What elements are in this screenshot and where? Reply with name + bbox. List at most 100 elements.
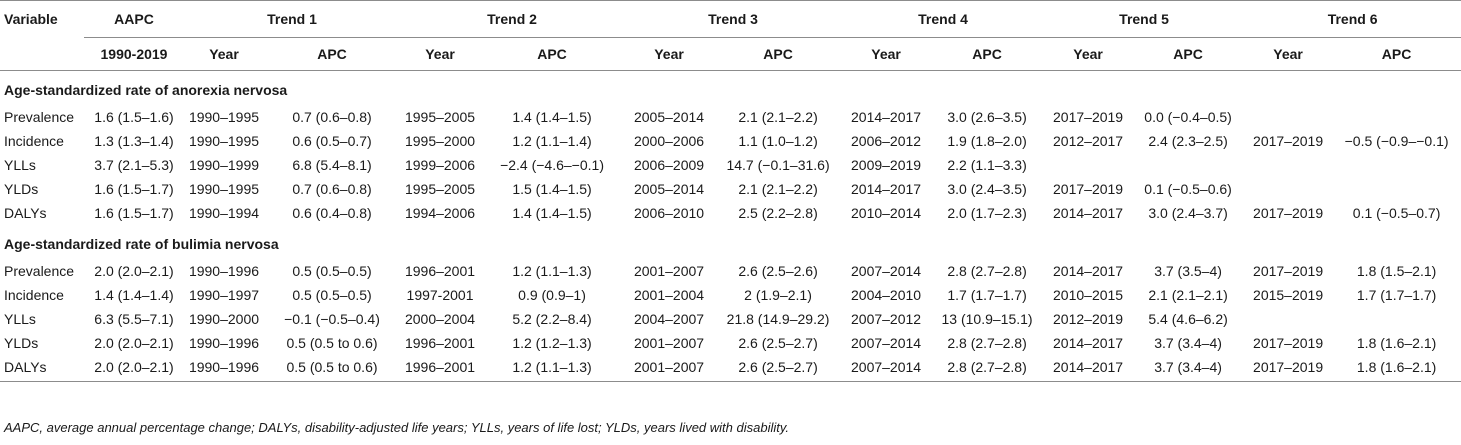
row-trend-year: 2010–2015	[1053, 287, 1124, 303]
row-trend-year: 2004–2007	[633, 311, 705, 327]
row-trend-apc: 21.8 (14.9–29.2)	[726, 311, 830, 327]
row-trend-apc: 0.1 (−0.5–0.6)	[1144, 181, 1232, 197]
row-trend-apc: 0.6 (0.4–0.8)	[292, 205, 372, 221]
table-row: YLDs 2.0 (2.0–2.1) 1990–1996 0.5 (0.5 to 0.…	[0, 331, 1461, 355]
row-trend-year: 2007–2012	[851, 311, 922, 327]
row-trend-year: 2000–2004	[404, 311, 476, 327]
row-trend-year: 1990–1996	[188, 263, 260, 279]
col-trend-3: Trend 3	[624, 0, 843, 38]
row-trend-apc: 0.5 (0.5 to 0.6)	[264, 355, 401, 382]
col-year: Year	[184, 37, 264, 71]
col-variable: Variable	[0, 0, 84, 38]
col-apc: APC	[714, 37, 843, 71]
table-row: YLLs 6.3 (5.5–7.1) 1990–2000 −0.1 (−0.5–0.4…	[0, 307, 1461, 331]
row-trend-apc: 1.9 (1.8–2.0)	[947, 133, 1027, 149]
row-trend-year: 1997-2001	[406, 287, 474, 303]
col-trend-1: Trend 1	[184, 0, 401, 38]
row-trend-year: 2017–2019	[1053, 181, 1124, 197]
row-trend-year: 2014–2017	[851, 109, 922, 125]
row-trend-apc: 1.2 (1.2–1.3)	[512, 335, 592, 351]
col-year: Year	[842, 37, 931, 71]
row-trend-year: 2006–2010	[633, 205, 705, 221]
row-aapc: 1.6 (1.5–1.6)	[94, 109, 174, 125]
row-trend-year: 1996–2001	[404, 335, 476, 351]
row-trend-apc	[1332, 105, 1461, 129]
row-variable: DALYs	[0, 355, 84, 382]
row-trend-apc: 3.0 (2.6–3.5)	[947, 109, 1027, 125]
row-aapc: 2.0 (2.0–2.1)	[94, 263, 174, 279]
col-apc: APC	[264, 37, 401, 71]
header-row-1: Variable AAPC Trend 1 Trend 2 Trend 3 Tr…	[0, 0, 1461, 38]
row-trend-apc: 3.7 (3.4–4)	[1154, 335, 1222, 351]
col-apc: APC	[480, 37, 625, 71]
row-trend-year	[1244, 153, 1332, 177]
row-variable: YLDs	[4, 181, 39, 197]
row-trend-year: 2001–2007	[633, 263, 705, 279]
row-trend-year: 2017–2019	[1253, 205, 1324, 221]
row-trend-year: 2001–2007	[624, 355, 715, 382]
row-trend-year: 1996–2001	[404, 263, 476, 279]
row-trend-year: 1990–1995	[188, 181, 260, 197]
row-trend-apc: 1.8 (1.6–2.1)	[1356, 335, 1437, 351]
row-trend-apc: 1.2 (1.1–1.3)	[512, 263, 592, 279]
row-trend-year: 1990–1996	[184, 355, 264, 382]
footnote: AAPC, average annual percentage change; …	[4, 420, 789, 435]
row-trend-year: 2001–2007	[633, 335, 705, 351]
row-aapc: 3.7 (2.1–5.3)	[94, 157, 174, 173]
row-trend-year: 1990–2000	[188, 311, 260, 327]
header-row-2: 1990-2019 Year APC Year APC Year APC Yea…	[0, 37, 1461, 71]
row-trend-year	[1244, 105, 1332, 129]
table-row: YLLs 3.7 (2.1–5.3) 1990–1999 6.8 (5.4–8.1) 1…	[0, 153, 1461, 177]
row-trend-apc: 2.8 (2.7–2.8)	[930, 355, 1045, 382]
row-trend-apc: 2.1 (2.1–2.2)	[738, 181, 818, 197]
table-row: YLDs 1.6 (1.5–1.7) 1990–1995 0.7 (0.6–0.8) 1…	[0, 177, 1461, 201]
row-trend-apc: 0.5 (0.5–0.5)	[292, 263, 372, 279]
row-trend-apc: 0.6 (0.5–0.7)	[292, 133, 372, 149]
col-trend-5: Trend 5	[1044, 0, 1245, 38]
row-trend-apc: 14.7 (−0.1–31.6)	[726, 157, 830, 173]
row-trend-year: 2009–2019	[851, 157, 922, 173]
row-trend-apc: 2.6 (2.5–2.7)	[714, 355, 843, 382]
row-trend-apc: 0.1 (−0.5–0.7)	[1352, 205, 1441, 221]
row-trend-year	[1044, 153, 1132, 177]
row-trend-year: 2017–2019	[1253, 133, 1324, 149]
row-aapc: 1.6 (1.5–1.7)	[94, 205, 174, 221]
row-trend-year	[1244, 177, 1332, 201]
row-trend-year: 2005–2014	[633, 181, 705, 197]
table-row: DALYs 1.6 (1.5–1.7) 1990–1994 0.6 (0.4–0.8)…	[0, 201, 1461, 225]
row-trend-year: 2007–2014	[851, 335, 922, 351]
row-trend-year: 2010–2014	[851, 205, 922, 221]
col-aapc-period: 1990-2019	[84, 37, 184, 71]
row-trend-year: 2014–2017	[1053, 335, 1124, 351]
row-trend-apc: 1.5 (1.4–1.5)	[512, 181, 592, 197]
table-row: DALYs 2.0 (2.0–2.1) 1990–1996 0.5 (0.5 to 0…	[0, 355, 1461, 382]
row-trend-apc: 1.8 (1.5–2.1)	[1356, 263, 1437, 279]
row-trend-year: 2001–2004	[633, 287, 705, 303]
row-trend-apc: 1.7 (1.7–1.7)	[1356, 287, 1437, 303]
row-trend-apc: 1.7 (1.7–1.7)	[947, 287, 1027, 303]
row-trend-year: 2004–2010	[851, 287, 922, 303]
row-aapc: 6.3 (5.5–7.1)	[94, 311, 174, 327]
row-trend-apc: 2.8 (2.7–2.8)	[947, 263, 1027, 279]
row-trend-apc: 3.7 (3.5–4)	[1154, 263, 1222, 279]
col-trend-4: Trend 4	[842, 0, 1045, 38]
row-trend-year: 2017–2019	[1244, 355, 1333, 382]
row-trend-year: 2006–2012	[851, 133, 922, 149]
row-aapc: 1.3 (1.3–1.4)	[94, 133, 174, 149]
col-trend-6: Trend 6	[1244, 0, 1461, 38]
row-trend-year: 2017–2019	[1253, 263, 1324, 279]
row-trend-apc: 13 (10.9–15.1)	[941, 311, 1033, 327]
row-trend-year: 2017–2019	[1253, 335, 1324, 351]
row-variable: Incidence	[4, 133, 64, 149]
row-trend-apc: 2.2 (1.1–3.3)	[947, 157, 1027, 173]
row-trend-year: 2014–2017	[851, 181, 922, 197]
table-body: Age-standardized rate of anorexia nervos…	[0, 71, 1461, 382]
row-trend-apc: 1.2 (1.1–1.3)	[480, 355, 625, 382]
row-trend-year: 2006–2009	[633, 157, 705, 173]
row-trend-year: 2014–2017	[1053, 263, 1124, 279]
row-trend-apc: 3.0 (2.4–3.7)	[1148, 205, 1228, 221]
row-trend-apc: 5.4 (4.6–6.2)	[1148, 311, 1228, 327]
row-trend-apc: 0.0 (−0.4–0.5)	[1144, 109, 1232, 125]
row-trend-apc: 0.5 (0.5–0.5)	[292, 287, 372, 303]
